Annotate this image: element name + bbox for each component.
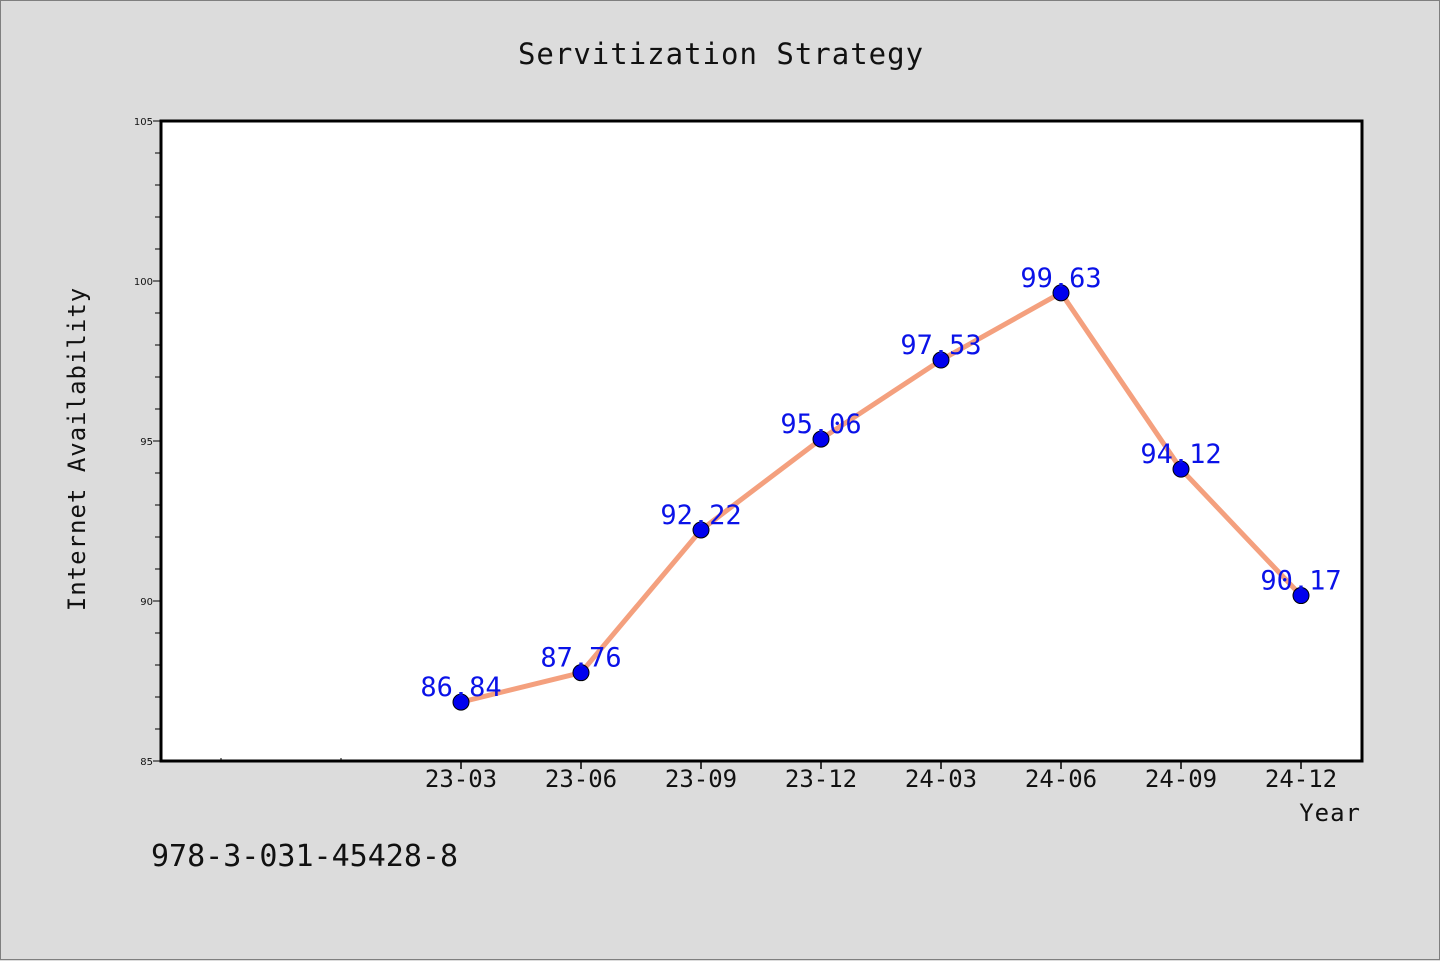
data-label: 95.06 — [780, 409, 861, 440]
data-label-group: 86.84 87.76 92.22 95.06 97.53 99.63 94.12 90.17 — [420, 263, 1341, 703]
y-tick-label: 95 — [140, 437, 153, 448]
data-label: 94.12 — [1140, 439, 1221, 470]
x-tick-label: 24-06 — [1025, 765, 1097, 793]
x-tick-label: 24-09 — [1145, 765, 1217, 793]
x-tick-label: 23-06 — [545, 765, 617, 793]
data-label: 90.17 — [1260, 566, 1341, 597]
y-tick-label: 100 — [134, 277, 153, 288]
data-label: 86.84 — [420, 672, 501, 703]
data-point-marker — [572, 664, 590, 682]
y-tick-label: 90 — [140, 597, 153, 608]
y-tick-label: 105 — [134, 117, 153, 128]
data-point-marker — [932, 351, 950, 369]
y-axis-title: Internet Availability — [63, 287, 91, 611]
data-label: 97.53 — [900, 330, 981, 361]
series-line-group — [458, 290, 1304, 705]
data-point-marker — [1292, 587, 1310, 605]
chart-title: Servitization Strategy — [518, 37, 924, 71]
data-point-marker — [452, 693, 470, 711]
marker-group — [452, 284, 1310, 711]
data-point-marker — [812, 430, 830, 448]
data-label: 87.76 — [540, 643, 621, 674]
isbn-code-text: 978-3-031-45428-8 — [151, 839, 458, 874]
y-axis: 85 90 95 100 105 — [134, 117, 161, 768]
x-tick-label: 23-03 — [425, 765, 497, 793]
data-point-marker — [692, 521, 710, 539]
data-label: 92.22 — [660, 500, 741, 531]
data-point-marker — [1172, 460, 1190, 478]
x-tick-label: 24-03 — [905, 765, 977, 793]
series-line — [458, 290, 1304, 705]
x-tick-label: 23-12 — [785, 765, 857, 793]
x-axis-title: Year — [1299, 799, 1361, 827]
data-label: 99.63 — [1020, 263, 1101, 294]
x-tick-label: 24-12 — [1265, 765, 1337, 793]
x-tick-label: 23-09 — [665, 765, 737, 793]
data-point-marker — [1052, 284, 1070, 302]
y-tick-label: 85 — [140, 757, 153, 768]
x-axis: 23-03 23-06 23-09 23-12 24-03 24-06 24-09 24-12 — [220, 758, 1337, 793]
